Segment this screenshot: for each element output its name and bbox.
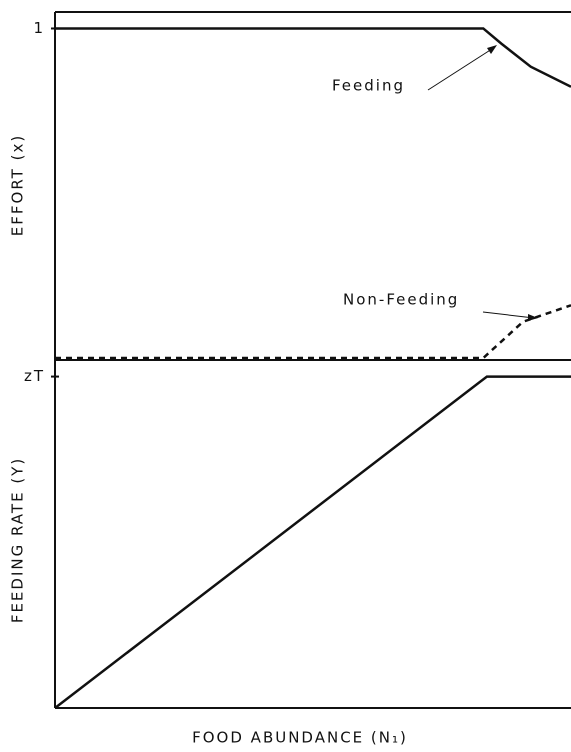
- arrow: [427, 46, 496, 91]
- y-tick-label: 1: [33, 19, 45, 37]
- arrowhead: [487, 45, 497, 54]
- y-axis-label: EFFORT (x): [9, 134, 27, 236]
- annotation: Non-Feeding: [343, 291, 459, 309]
- y-axis-label: FEEDING RATE (Y): [9, 457, 27, 623]
- annotation: Feeding: [332, 77, 405, 95]
- line: [55, 27, 571, 88]
- x-axis-label: FOOD ABUNDANCE (N₁): [192, 729, 408, 747]
- line: [55, 304, 571, 360]
- arrow: [482, 311, 535, 319]
- line: [54, 375, 571, 709]
- y-tick-label: zT: [24, 367, 45, 385]
